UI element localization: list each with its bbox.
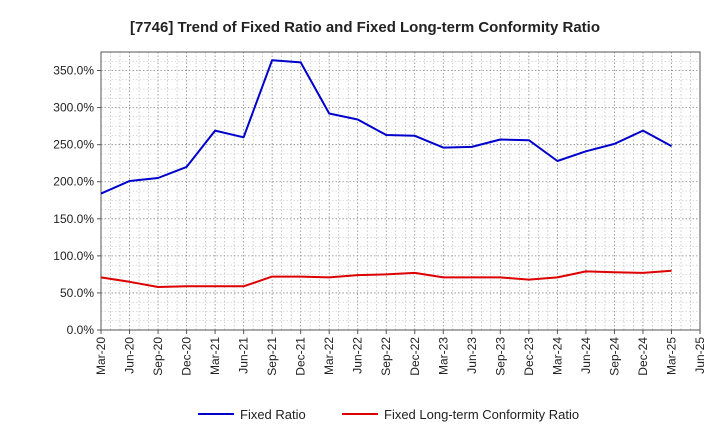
y-tick-label: 50.0% — [60, 286, 94, 300]
x-tick-label: Mar-20 — [94, 337, 108, 375]
x-tick-label: Jun-25 — [693, 337, 707, 374]
y-tick-label: 350.0% — [53, 64, 94, 78]
x-tick-label: Dec-24 — [636, 337, 650, 376]
x-tick-label: Sep-23 — [493, 337, 507, 376]
axes: 0.0% 50.0% 100.0% 150.0% 200.0% 250.0% 300.0% 3… — [53, 51, 707, 376]
x-tick-label: Jun-23 — [465, 337, 479, 374]
x-tick-label: Jun-20 — [123, 337, 137, 374]
y-tick-label: 100.0% — [53, 249, 94, 263]
series-layer — [100, 59, 672, 288]
x-tick-label: Mar-23 — [436, 337, 450, 375]
chart-title: [7746] Trend of Fixed Ratio and Fixed Lo… — [130, 19, 600, 36]
x-tick-label: Dec-22 — [408, 337, 422, 376]
x-tick-label: Sep-24 — [607, 337, 621, 376]
x-tick-label: Sep-22 — [379, 337, 393, 376]
x-tick-label: Jun-24 — [579, 337, 593, 374]
legend-label-2: Fixed Long-term Conformity Ratio — [384, 407, 579, 422]
x-tick-label: Mar-22 — [322, 337, 336, 375]
x-tick-label: Dec-21 — [294, 337, 308, 376]
y-tick-label: 250.0% — [53, 138, 94, 152]
y-tick-label: 0.0% — [67, 323, 95, 337]
x-tick-label: Mar-24 — [550, 337, 564, 375]
grid — [100, 52, 701, 331]
y-tick-label: 300.0% — [53, 101, 94, 115]
x-tick-label: Jun-22 — [351, 337, 365, 374]
x-tick-label: Mar-25 — [664, 337, 678, 375]
x-tick-label: Sep-20 — [151, 337, 165, 376]
series-line-1 — [100, 59, 672, 195]
series-line-2 — [100, 269, 672, 288]
x-tick-label: Sep-21 — [265, 337, 279, 376]
y-tick-label: 200.0% — [53, 175, 94, 189]
x-tick-label: Jun-21 — [237, 337, 251, 374]
x-tick-label: Dec-23 — [522, 337, 536, 376]
plot-frame — [100, 51, 701, 331]
x-tick-label: Dec-20 — [180, 337, 194, 376]
legend: Fixed Ratio Fixed Long-term Conformity Ra… — [198, 407, 579, 422]
y-tick-label: 150.0% — [53, 212, 94, 226]
legend-label-1: Fixed Ratio — [240, 407, 306, 422]
x-tick-label: Mar-21 — [208, 337, 222, 375]
